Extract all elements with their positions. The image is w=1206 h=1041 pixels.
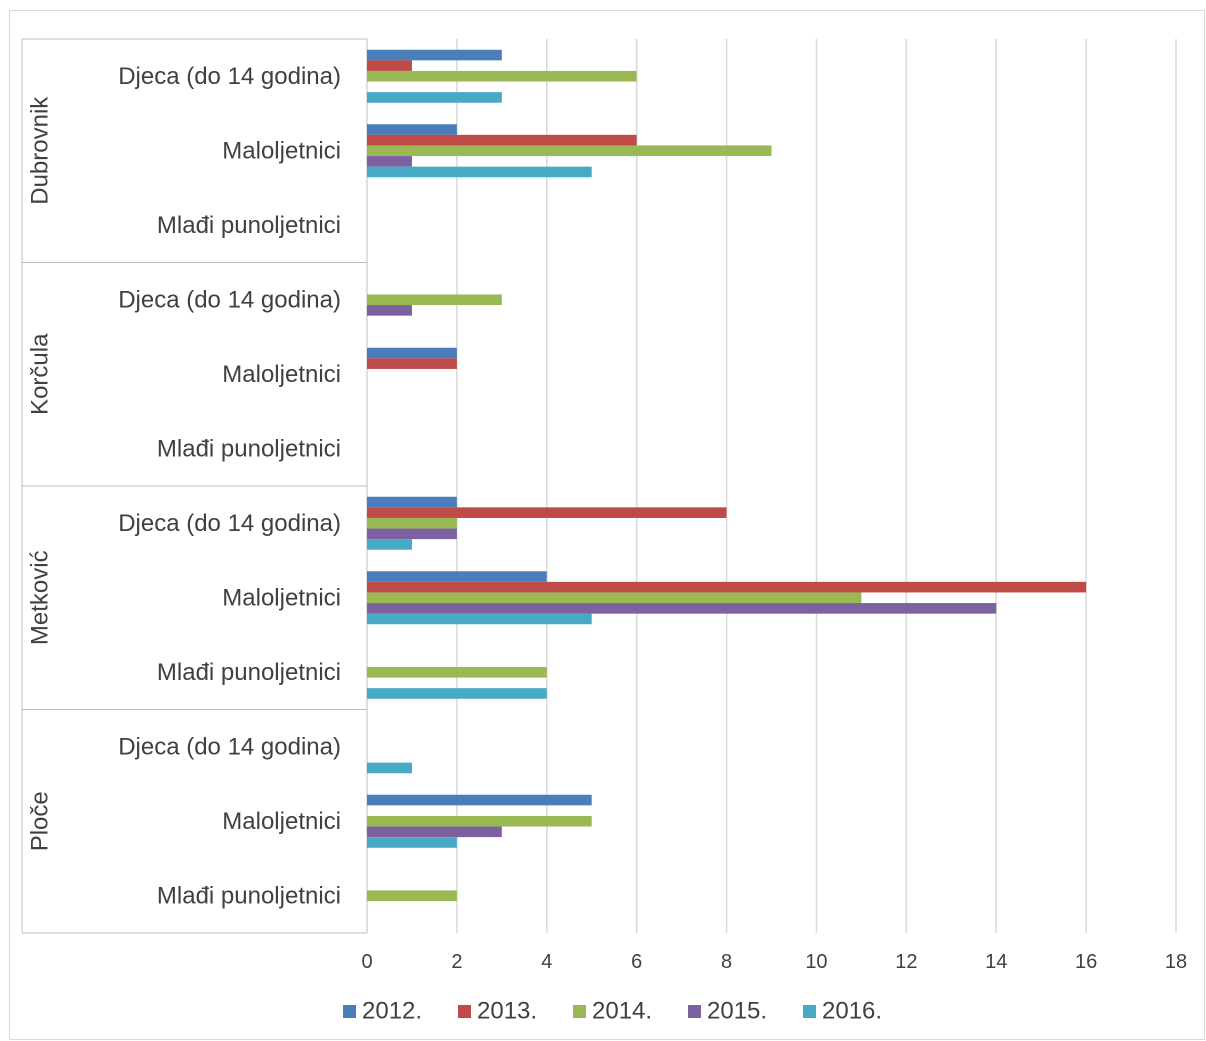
- bar: [367, 70, 637, 82]
- x-tick-label: 16: [1075, 951, 1097, 973]
- bar: [367, 156, 412, 167]
- x-tick-label: 0: [361, 951, 372, 973]
- bar: [367, 762, 412, 774]
- bar: [367, 815, 592, 827]
- bar: [367, 145, 772, 157]
- bar: [367, 826, 502, 838]
- legend-swatch: [573, 1005, 586, 1018]
- bar: [367, 134, 637, 146]
- bar: [367, 124, 457, 135]
- category-label: Djeca (do 14 godina): [118, 510, 341, 537]
- legend-swatch: [803, 1005, 816, 1018]
- bar: [367, 517, 457, 529]
- bar: [367, 507, 727, 518]
- x-tick-label: 2: [451, 951, 462, 973]
- legend-label: 2014.: [592, 998, 652, 1025]
- group-label: Ploče: [27, 791, 54, 851]
- bar: [367, 49, 502, 61]
- category-label: Djeca (do 14 godina): [118, 733, 341, 760]
- bar: [367, 347, 457, 359]
- bar: [367, 794, 592, 806]
- category-label: Maloljetnici: [222, 808, 341, 835]
- bar: [367, 539, 412, 550]
- bar: [367, 890, 457, 902]
- category-label: Mlađi punoljetnici: [157, 435, 341, 462]
- group-label: Dubrovnik: [27, 96, 54, 205]
- group-label: Korčula: [27, 333, 54, 415]
- bar: [367, 60, 412, 71]
- bar: [367, 358, 457, 369]
- bar: [367, 305, 412, 316]
- bar: [367, 837, 457, 848]
- x-tick-label: 14: [985, 951, 1007, 973]
- legend-swatch: [458, 1005, 471, 1018]
- bar: [367, 592, 862, 604]
- bar: [367, 528, 457, 540]
- bar: [367, 688, 547, 699]
- x-tick-label: 8: [721, 951, 732, 973]
- group-label: Metković: [27, 550, 54, 645]
- bar: [367, 496, 457, 508]
- category-label: Mlađi punoljetnici: [157, 659, 341, 686]
- x-tick-label: 10: [805, 951, 827, 973]
- category-label: Mlađi punoljetnici: [157, 212, 341, 239]
- legend-swatch: [343, 1005, 356, 1018]
- legend-swatch: [688, 1005, 701, 1018]
- x-tick-label: 12: [895, 951, 917, 973]
- legend-label: 2013.: [477, 998, 537, 1025]
- category-label: Maloljetnici: [222, 361, 341, 388]
- x-tick-label: 6: [631, 951, 642, 973]
- bar: [367, 603, 997, 614]
- bar: [367, 666, 547, 678]
- bar: [367, 571, 547, 582]
- x-tick-label: 18: [1165, 951, 1187, 973]
- category-label: Djeca (do 14 godina): [118, 63, 341, 90]
- category-label: Djeca (do 14 godina): [118, 286, 341, 313]
- bar: [367, 294, 502, 306]
- category-label: Mlađi punoljetnici: [157, 882, 341, 909]
- chart-frame: [9, 10, 1205, 1040]
- category-label: Maloljetnici: [222, 584, 341, 611]
- legend-label: 2016.: [822, 998, 882, 1025]
- bar: [367, 166, 592, 178]
- x-tick-label: 4: [541, 951, 552, 973]
- bar: [367, 92, 502, 103]
- category-label: Maloljetnici: [222, 137, 341, 164]
- bar: [367, 613, 592, 625]
- legend-label: 2012.: [362, 998, 422, 1025]
- legend-label: 2015.: [707, 998, 767, 1025]
- bar: [367, 581, 1087, 593]
